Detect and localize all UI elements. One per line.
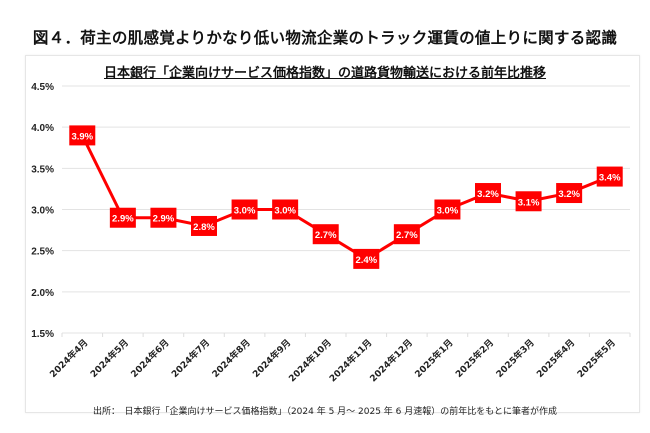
x-tick-label: 2024年7月 <box>169 337 212 380</box>
data-point <box>596 166 623 187</box>
y-tick-label: 3.5% <box>31 164 54 175</box>
data-label: 3.0% <box>437 206 459 217</box>
data-point <box>353 248 380 269</box>
x-tick-label: 2024年4月 <box>47 337 90 380</box>
x-tick-label: 2025年4月 <box>534 337 577 380</box>
data-label: 3.4% <box>599 173 621 184</box>
x-tick-label: 2024年10月 <box>286 337 334 385</box>
y-tick-label: 2.5% <box>31 247 54 258</box>
data-label: 3.1% <box>518 197 540 208</box>
data-label: 2.4% <box>355 255 377 266</box>
figure-title: 図４．荷主の肌感覚よりかなり低い物流企業のトラック運賃の値上りに関する認識 <box>32 29 618 47</box>
data-label: 2.8% <box>193 222 215 233</box>
data-label: 2.7% <box>396 230 418 241</box>
y-tick-label: 4.5% <box>31 82 54 93</box>
data-point <box>191 215 217 236</box>
data-point <box>475 183 501 204</box>
x-tick-label: 2025年5月 <box>574 337 617 380</box>
source-note: 出所： 日本銀行「企業向けサービス価格指数」（2024 年 5 月～ 2025 … <box>92 407 558 417</box>
x-tick-label: 2025年2月 <box>453 337 496 380</box>
x-tick-label: 2024年5月 <box>88 337 131 380</box>
chart-title: 日本銀行「企業向けサービス価格指数」の道路貨物輸送における前年比推移 <box>103 66 546 81</box>
data-label: 3.2% <box>477 189 499 200</box>
y-tick-label: 4.0% <box>31 123 54 134</box>
data-point <box>393 224 420 245</box>
x-tick-label: 2024年6月 <box>128 337 171 380</box>
data-label: 2.9% <box>153 214 175 225</box>
y-tick-label: 2.0% <box>31 288 54 299</box>
data-label: 3.9% <box>71 131 93 142</box>
y-tick-label: 3.0% <box>31 206 54 217</box>
data-label: 3.0% <box>234 206 256 217</box>
data-point <box>515 191 542 212</box>
data-label: 2.9% <box>112 214 134 225</box>
data-point <box>69 125 96 146</box>
y-tick-label: 1.5% <box>31 329 54 340</box>
x-tick-label: 2025年3月 <box>493 337 536 380</box>
chart-frame <box>25 55 640 413</box>
x-tick-label: 2024年9月 <box>250 337 293 380</box>
x-tick-label: 2024年11月 <box>327 337 375 385</box>
data-point <box>556 183 583 204</box>
x-tick-label: 2024年12月 <box>367 337 415 385</box>
data-point <box>434 199 461 220</box>
data-label: 2.7% <box>315 230 337 241</box>
data-point <box>109 207 136 228</box>
data-point <box>312 224 339 245</box>
data-point <box>150 207 177 228</box>
x-tick-label: 2025年1月 <box>412 337 455 380</box>
data-label: 3.0% <box>274 206 296 217</box>
data-point <box>272 199 299 220</box>
x-tick-label: 2024年8月 <box>209 337 252 380</box>
data-label: 3.2% <box>558 189 580 200</box>
data-point <box>231 199 258 220</box>
